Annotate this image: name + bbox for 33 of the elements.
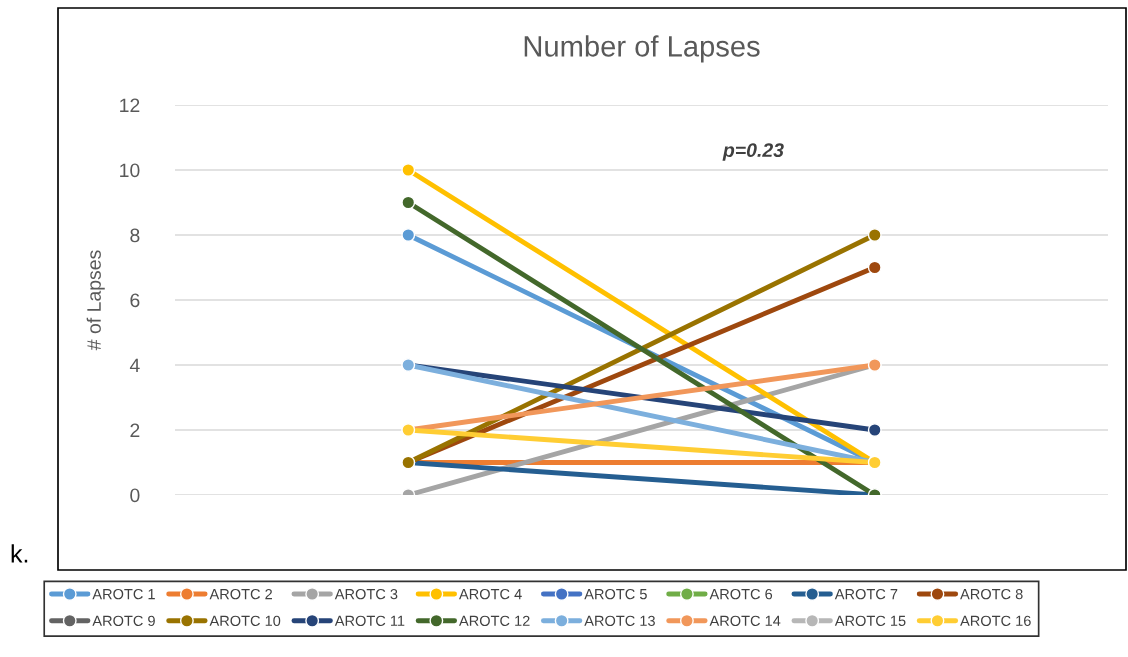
- point: [867, 228, 882, 242]
- y-tick-label: 12: [120, 98, 140, 113]
- point: [401, 228, 416, 242]
- legend-label: AROTC 6: [709, 588, 773, 600]
- legend-label: AROTC 1: [92, 588, 155, 600]
- chart-title: Number of Lapses: [524, 35, 760, 63]
- legend-label: AROTC 4: [459, 588, 522, 600]
- point: [867, 423, 882, 437]
- point: [867, 260, 882, 275]
- legend-label: AROTC 7: [834, 588, 898, 600]
- legend-label: AROTC 2: [209, 588, 272, 600]
- legend-label: AROTC 5: [584, 588, 647, 600]
- annotation: p=0.23: [722, 143, 784, 161]
- legend-label: AROTC 10: [209, 615, 281, 627]
- point: [401, 163, 416, 177]
- y-tick-label: 4: [129, 358, 140, 373]
- legend-label: AROTC 3: [334, 588, 398, 600]
- legend-label: AROTC 14: [709, 615, 781, 627]
- text: k.: [11, 544, 28, 563]
- y-tick-label: 6: [130, 293, 140, 308]
- y-tick-label: 2: [130, 423, 140, 438]
- legend-label: AROTC 9: [92, 615, 155, 627]
- legend-label: AROTC 15: [834, 615, 906, 627]
- y-tick-label: 0: [130, 488, 140, 503]
- legend-label: AROTC 11: [334, 615, 405, 627]
- legend-label: AROTC 16: [960, 615, 1031, 627]
- legend-label: AROTC 12: [459, 615, 530, 627]
- legend-label: AROTC 13: [584, 615, 655, 627]
- y-tick-label: 8: [130, 228, 140, 243]
- y-axis-title: # of Lapses: [86, 250, 105, 351]
- y-tick-label: 10: [120, 163, 140, 178]
- legend-label: AROTC 8: [960, 588, 1023, 600]
- point: [401, 195, 416, 210]
